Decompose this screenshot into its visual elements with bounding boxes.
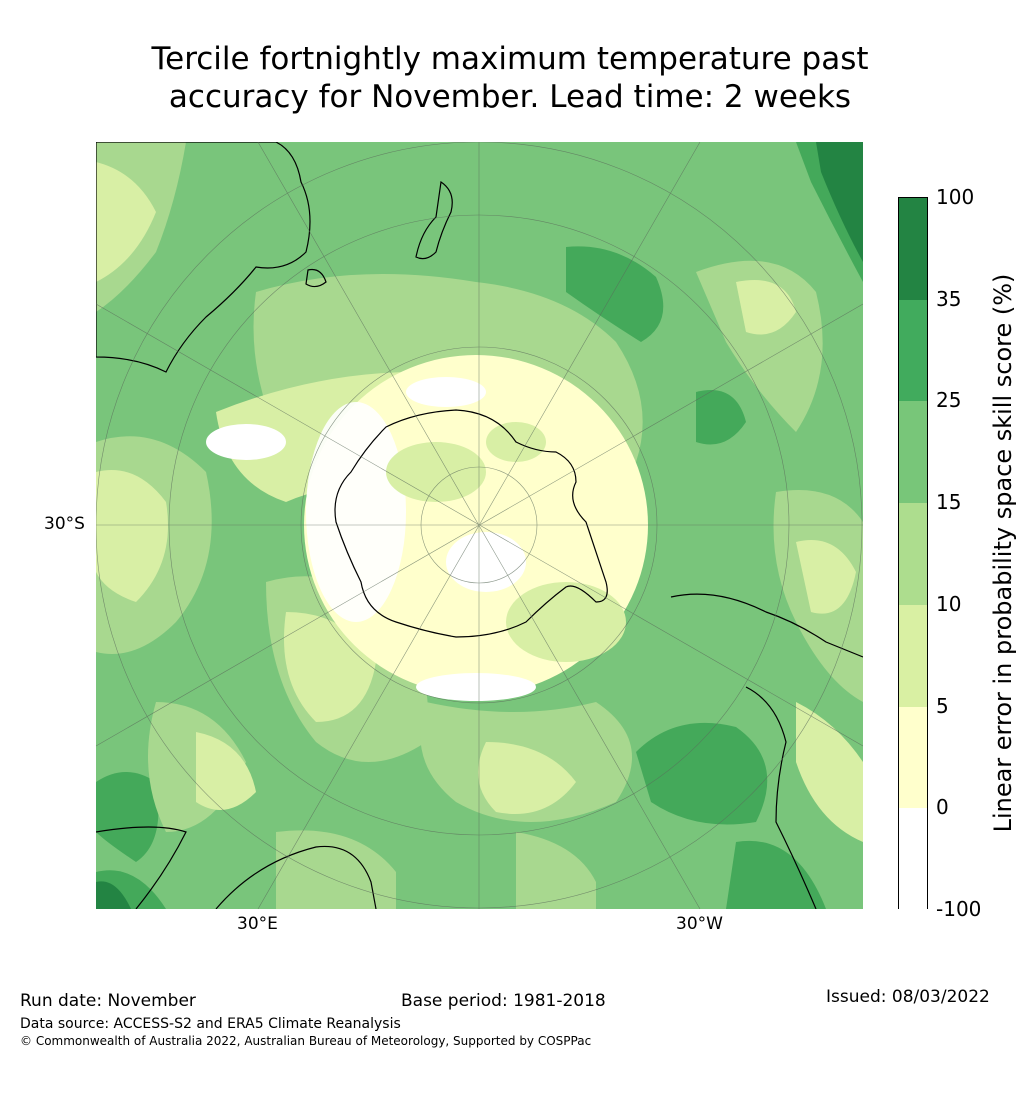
africa-coast-2 xyxy=(215,845,377,909)
south-america-coast-2 xyxy=(745,686,817,909)
australia-coast xyxy=(96,142,311,373)
coastlines xyxy=(96,142,863,909)
title-line-2: accuracy for November. Lead time: 2 week… xyxy=(168,79,852,115)
lat-label-30s: 30°S xyxy=(44,514,85,534)
skill-map xyxy=(96,142,863,909)
issued-date: Issued: 08/03/2022 xyxy=(826,987,990,1007)
new-zealand-coast xyxy=(415,180,453,260)
lon-label-30w: 30°W xyxy=(676,914,723,934)
tasmania-coast xyxy=(305,268,327,288)
colorbar-tick-label: 15 xyxy=(936,490,962,515)
copyright: © Commonwealth of Australia 2022, Austra… xyxy=(20,1034,592,1048)
run-date: Run date: November xyxy=(20,991,196,1011)
data-source: Data source: ACCESS-S2 and ERA5 Climate … xyxy=(20,1016,401,1032)
lon-label-30e: 30°E xyxy=(237,914,278,934)
colorbar-tick-label: 35 xyxy=(936,286,962,311)
africa-coast xyxy=(96,826,187,909)
colorbar-bin xyxy=(899,503,927,605)
title-line-1: Tercile fortnightly maximum temperature … xyxy=(151,41,869,77)
skill-band-neg xyxy=(206,377,536,701)
colorbar-bin xyxy=(899,706,927,809)
base-period: Base period: 1981-2018 xyxy=(401,991,606,1011)
map-panel xyxy=(96,142,863,909)
colorbar-bin xyxy=(899,299,927,402)
south-america-coast xyxy=(670,593,863,658)
colorbar-tick-label: 0 xyxy=(936,795,949,820)
colorbar xyxy=(898,197,928,910)
colorbar-tick-label: -100 xyxy=(936,897,982,921)
colorbar-tick-label: 25 xyxy=(936,388,962,413)
skill-band-35-100 xyxy=(96,142,863,909)
colorbar-bin xyxy=(899,604,927,707)
colorbar-tick-label: 100 xyxy=(936,185,975,209)
graticule xyxy=(96,142,863,909)
chart-title: Tercile fortnightly maximum temperature … xyxy=(0,40,1020,116)
colorbar-tick-label: 10 xyxy=(936,591,962,616)
colorbar-title: Linear error in probability space skill … xyxy=(989,273,1017,833)
skill-band-5-10-inner xyxy=(386,422,626,662)
colorbar-bin xyxy=(899,808,927,910)
skill-band-25-35 xyxy=(96,142,863,909)
colorbar-tick-label: 5 xyxy=(936,693,949,718)
antarctica-coast xyxy=(334,409,608,638)
colorbar-bin xyxy=(899,198,927,300)
colorbar-bin xyxy=(899,401,927,504)
